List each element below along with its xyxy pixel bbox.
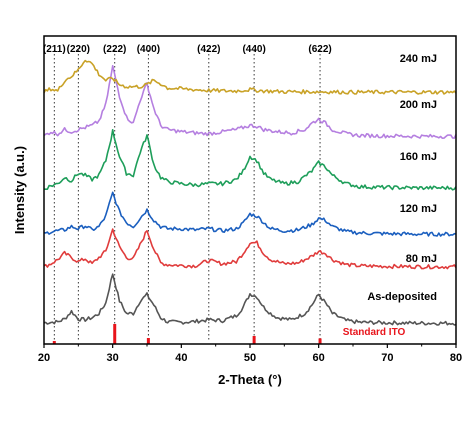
series-label: 200 mJ	[400, 99, 437, 111]
series-line	[43, 273, 457, 326]
series-label: 120 mJ	[400, 203, 437, 215]
peak-label: (422)	[197, 44, 220, 55]
y-axis-title: Intensity (a.u.)	[12, 146, 27, 234]
peak-label: (400)	[137, 44, 160, 55]
standard-ito-reference-bars	[52, 324, 322, 344]
peak-label: (440)	[242, 44, 265, 55]
series-line	[43, 228, 457, 270]
peak-label: (211)	[43, 44, 66, 55]
x-tick-label: 40	[175, 352, 187, 364]
x-tick-label: 70	[381, 352, 393, 364]
x-tick-label: 80	[450, 352, 462, 364]
x-axis-ticks: 20 30 40 50 60 70 80	[38, 344, 462, 364]
series-label: 160 mJ	[400, 151, 437, 163]
series-label: As-deposited	[367, 291, 437, 303]
x-axis-title: 2-Theta (°)	[218, 372, 282, 387]
x-tick-label: 20	[38, 352, 50, 364]
series-line	[43, 191, 457, 237]
series-labels: As-deposited 80 mJ 120 mJ 160 mJ 200 mJ 240 m…	[367, 53, 437, 303]
x-tick-label: 30	[107, 352, 119, 364]
series-label: 80 mJ	[406, 253, 437, 265]
series-line	[44, 129, 457, 191]
peak-reference-lines	[53, 50, 321, 340]
series-label: 240 mJ	[400, 53, 437, 65]
series-lines	[43, 59, 457, 326]
peak-label: (222)	[103, 44, 126, 55]
peak-labels: (211) (220) (222) (400) (422) (440) (622)	[43, 44, 332, 55]
peak-label: (220)	[67, 44, 90, 55]
x-tick-label: 50	[244, 352, 256, 364]
series-line	[43, 65, 457, 139]
x-tick-label: 60	[313, 352, 325, 364]
series-line	[43, 59, 457, 95]
standard-ito-label: Standard ITO	[343, 327, 406, 338]
peak-label: (622)	[308, 44, 331, 55]
